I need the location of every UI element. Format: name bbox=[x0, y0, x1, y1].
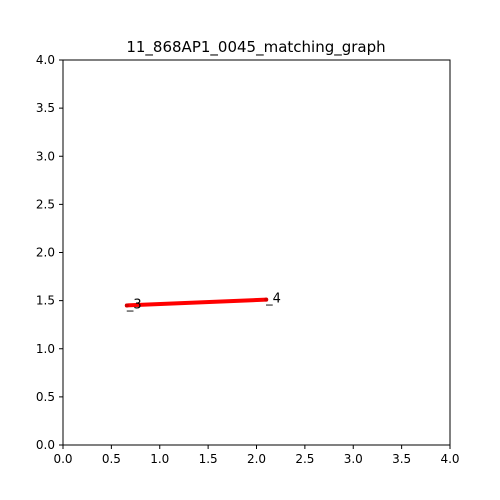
y-tick-label: 1.0 bbox=[36, 342, 55, 356]
y-tick-label: 0.0 bbox=[36, 438, 55, 452]
y-tick-label: 1.5 bbox=[36, 294, 55, 308]
x-tick-label: 2.5 bbox=[295, 452, 314, 466]
x-tick-label: 4.0 bbox=[440, 452, 459, 466]
y-tick-label: 3.0 bbox=[36, 149, 55, 163]
x-tick-label: 3.0 bbox=[344, 452, 363, 466]
x-tick-label: 0.5 bbox=[102, 452, 121, 466]
y-axis: 0.0 0.5 1.0 1.5 2.0 2.5 3.0 3.5 4.0 bbox=[36, 53, 63, 452]
nodes: _3 _4 bbox=[124, 292, 281, 312]
x-tick-label: 3.5 bbox=[392, 452, 411, 466]
y-tick-label: 4.0 bbox=[36, 53, 55, 67]
y-tick-label: 2.5 bbox=[36, 197, 55, 211]
x-axis: 0.0 0.5 1.0 1.5 2.0 2.5 3.0 3.5 4.0 bbox=[53, 445, 460, 466]
edges bbox=[124, 297, 269, 308]
y-tick-label: 0.5 bbox=[36, 390, 55, 404]
y-tick-label: 3.5 bbox=[36, 101, 55, 115]
x-tick-label: 1.0 bbox=[150, 452, 169, 466]
node-point bbox=[124, 303, 129, 308]
node-label: _4 bbox=[265, 292, 281, 307]
edge-line bbox=[124, 297, 269, 308]
plot-area bbox=[62, 59, 451, 446]
chart-title: 11_868AP1_0045_matching_graph bbox=[126, 38, 385, 57]
x-tick-label: 0.0 bbox=[53, 452, 72, 466]
node-label: _3 bbox=[126, 297, 142, 312]
node-point bbox=[264, 297, 269, 302]
x-tick-label: 2.0 bbox=[247, 452, 266, 466]
x-tick-label: 1.5 bbox=[199, 452, 218, 466]
y-tick-label: 2.0 bbox=[36, 246, 55, 260]
